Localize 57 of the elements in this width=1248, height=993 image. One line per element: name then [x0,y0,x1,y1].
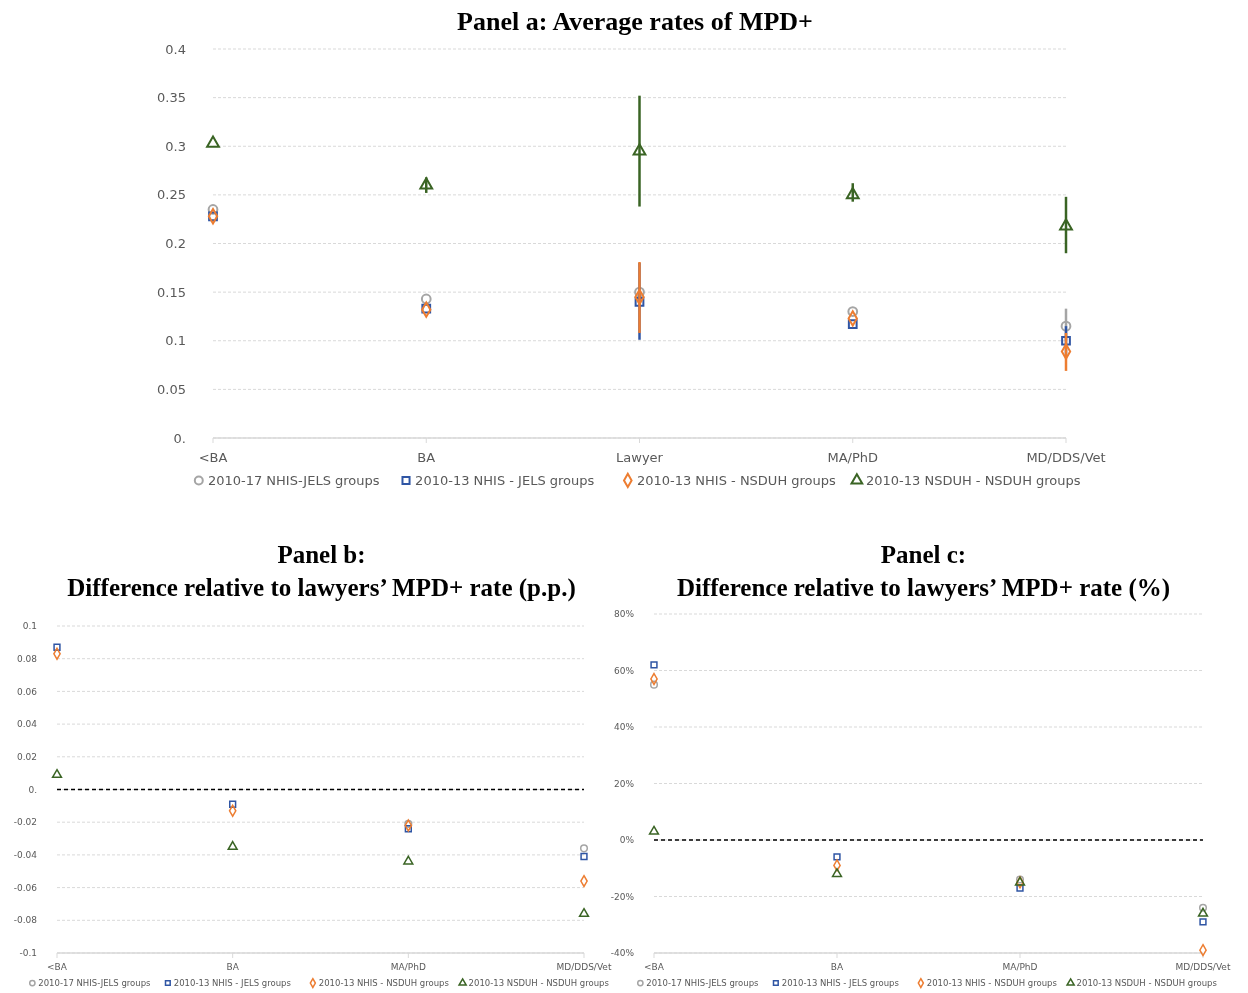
x-tick-label: MD/DDS/Vet [556,962,612,972]
x-tick-label: MA/PhD [1002,962,1038,972]
y-tick-label: 20% [613,778,635,789]
x-tick-label: <BA [198,450,228,465]
legend-label: 2010-17 NHIS-JELS groups [207,473,380,488]
y-tick-label: 0.08 [16,653,38,664]
chart-subtitle: Difference relative to lawyers’ MPD+ rate (p.p.) [67,574,576,602]
legend-label: 2010-13 NSDUH - NSDUH groups [1076,978,1218,988]
y-tick-label: 0. [173,430,186,446]
y-tick-label: 0.2 [165,236,186,252]
x-tick-label: <BA [644,962,665,972]
y-tick-label: 0.06 [16,686,38,697]
y-tick-label: -0.02 [13,817,37,828]
y-tick-label: 0.35 [157,90,186,106]
y-tick-label: 40% [613,722,635,733]
y-tick-label: 0% [619,835,635,846]
y-tick-label: 0.4 [165,41,186,57]
legend-label: 2010-13 NHIS - JELS groups [415,473,595,488]
y-tick-label: -0.04 [13,850,38,861]
y-tick-label: 0.25 [157,187,186,203]
y-tick-label: 0.1 [165,333,186,349]
y-tick-label: -0.06 [13,882,38,893]
x-tick-label: BA [226,962,240,972]
y-tick-label: 0.05 [157,381,186,397]
y-tick-label: 0. [28,784,37,795]
y-tick-label: 0.02 [16,751,37,762]
y-tick-label: 0.3 [165,138,186,154]
y-tick-label: -20% [610,891,635,902]
legend-label: 2010-13 NSDUH - NSDUH groups [865,473,1081,488]
legend-label: 2010-13 NSDUH - NSDUH groups [468,978,610,988]
x-tick-label: MA/PhD [390,962,426,972]
y-tick-label: 60% [613,665,635,676]
y-tick-label: 0.15 [157,284,186,300]
x-tick-label: MA/PhD [827,450,879,465]
x-tick-label: <BA [47,962,68,972]
chart-title: Panel c: [880,541,967,568]
y-tick-label: 80% [613,609,635,620]
y-tick-label: 0.04 [16,719,38,730]
x-tick-label: MD/DDS/Vet [1026,450,1106,465]
legend-label: 2010-13 NHIS - NSDUH groups [318,978,450,988]
legend-label: 2010-13 NHIS - JELS groups [173,978,292,988]
legend-label: 2010-17 NHIS-JELS groups [646,978,760,988]
chart-title: Panel b: [277,541,366,568]
x-tick-label: Lawyer [616,450,664,465]
y-tick-label: 0.1 [22,621,37,632]
chart-subtitle: Difference relative to lawyers’ MPD+ rate (%) [676,574,1171,602]
y-tick-label: -0.1 [19,948,37,959]
x-tick-label: MD/DDS/Vet [1175,962,1231,972]
x-tick-label: BA [830,962,844,972]
legend-label: 2010-13 NHIS - JELS groups [781,978,900,988]
chart-title: Panel a: Average rates of MPD+ [457,7,813,36]
x-tick-label: BA [417,450,436,465]
legend-label: 2010-13 NHIS - NSDUH groups [926,978,1058,988]
y-tick-label: -0.08 [13,915,38,926]
legend-label: 2010-13 NHIS - NSDUH groups [636,473,837,488]
y-tick-label: -40% [610,948,635,959]
legend-label: 2010-17 NHIS-JELS groups [38,978,152,988]
